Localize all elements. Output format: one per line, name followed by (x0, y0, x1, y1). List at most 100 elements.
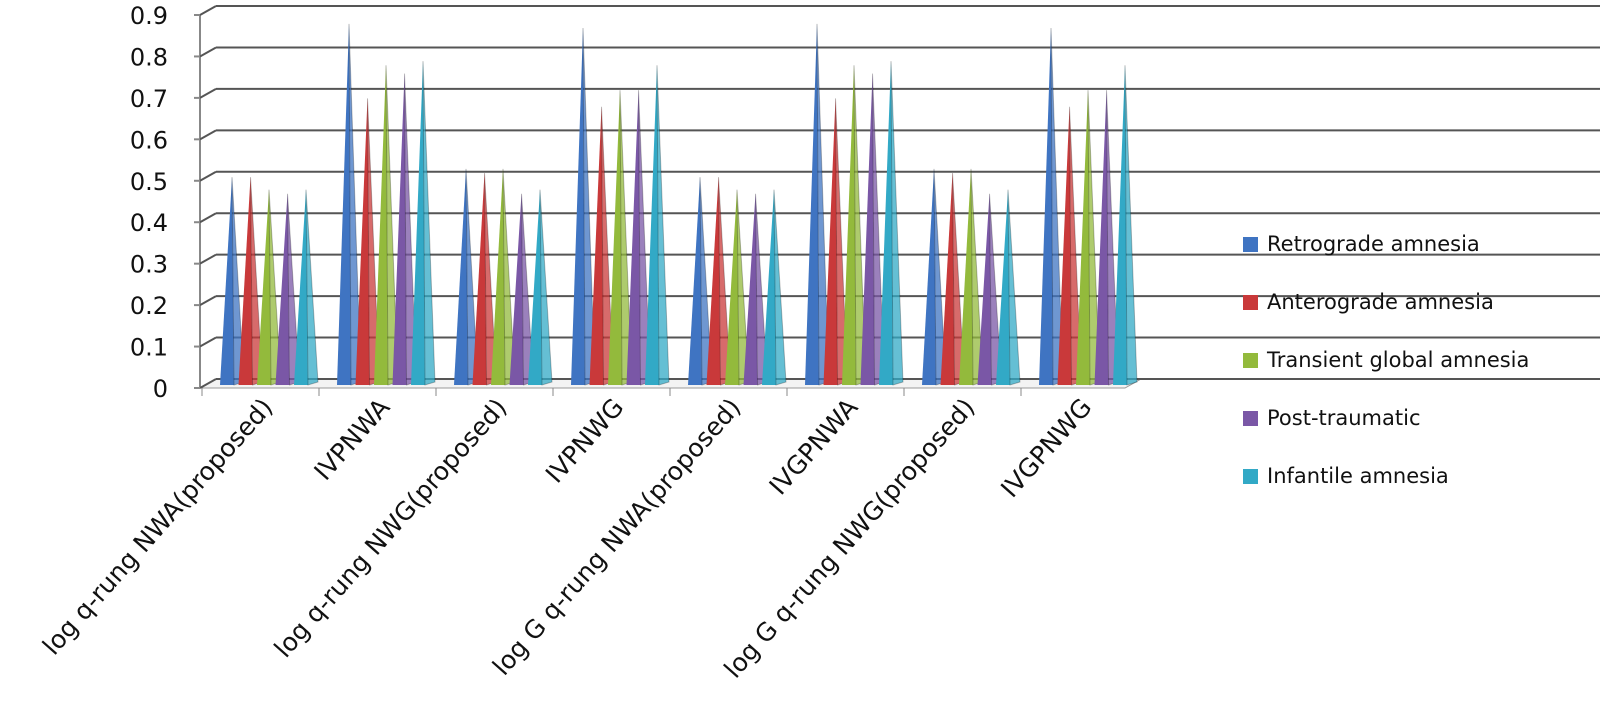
bar-face (1113, 65, 1127, 386)
bar (706, 177, 732, 386)
bar (922, 168, 947, 386)
x-tick-label: log q-rung NWA(proposed) (37, 393, 279, 661)
bar-face (940, 173, 955, 385)
legend-swatch (1243, 468, 1258, 484)
bar (1057, 106, 1083, 386)
legend-swatch (1243, 236, 1258, 252)
bar (940, 173, 966, 386)
bar (1039, 27, 1064, 386)
bar-face (294, 189, 308, 385)
bar-face (392, 73, 407, 386)
y-tick-label: 0.5 (130, 168, 168, 196)
bar (823, 98, 849, 386)
legend-label: Transient global amnesia (1267, 348, 1530, 372)
bar-face (1094, 90, 1109, 386)
gridline-slant (199, 336, 217, 348)
x-tick-label: IVGPNWA (764, 393, 864, 501)
bar (454, 168, 479, 386)
bar (589, 106, 615, 386)
bar-side (1124, 65, 1138, 386)
bar-face (959, 168, 973, 385)
bar-face (257, 189, 271, 385)
y-tick-label: 0.1 (130, 334, 168, 362)
y-tick-label: 0.3 (130, 251, 168, 279)
bar-face (528, 189, 542, 385)
bar-face (762, 189, 776, 385)
legend-label: Infantile amnesia (1267, 464, 1449, 488)
legend-label: Retrograde amnesia (1267, 232, 1480, 256)
gridline-slant (199, 253, 217, 265)
y-tick-label: 0.2 (130, 292, 168, 320)
bar-face (238, 177, 253, 385)
gridline-slant (199, 378, 217, 389)
gridline-slant (199, 129, 217, 141)
legend-item: Anterograde amnesia (1243, 273, 1529, 331)
bars (220, 23, 1138, 386)
bar-face (743, 193, 758, 385)
x-tick-label: log G q-rung NWG(proposed) (718, 393, 980, 684)
bar-face (626, 90, 641, 386)
bar (491, 168, 516, 386)
gridline-slant (199, 295, 217, 306)
bar-face (706, 177, 721, 385)
gridline-slant (199, 212, 217, 224)
bar-face (472, 173, 487, 385)
bar-face (879, 61, 893, 386)
legend-item: Post-traumatic (1243, 389, 1529, 447)
bar-face (823, 98, 838, 385)
bar-side (1007, 189, 1021, 386)
bar-face (337, 23, 351, 385)
bar-side (539, 189, 553, 386)
bar-side (305, 189, 319, 386)
x-tick-label: log G q-rung NWA(proposed) (487, 393, 747, 681)
bar (725, 189, 750, 386)
bar-face (922, 168, 936, 385)
gridline-slant (199, 5, 217, 16)
bar (1113, 65, 1138, 386)
bar-face (220, 177, 234, 385)
bar-side (773, 189, 787, 386)
bar-face (491, 168, 505, 385)
bar-side (656, 65, 670, 386)
bar-face (805, 23, 819, 385)
bar (743, 193, 769, 386)
bar (762, 189, 787, 386)
bar-face (355, 98, 370, 385)
gridline-slant (199, 88, 217, 99)
gridline-slant (199, 170, 217, 182)
bar (805, 23, 830, 386)
bar-face (608, 90, 622, 386)
bar-face (842, 65, 856, 386)
bar-face (509, 193, 524, 385)
bar-face (374, 65, 388, 386)
bar (392, 73, 418, 386)
legend-item: Retrograde amnesia (1243, 215, 1529, 273)
bar-face (1039, 27, 1053, 385)
x-tick-label: IVPNWG (540, 393, 630, 489)
y-tick-label: 0.6 (130, 126, 168, 154)
gridline-slant (199, 46, 217, 58)
bar (257, 189, 282, 386)
legend-item: Infantile amnesia (1243, 447, 1529, 505)
bar (879, 61, 904, 386)
bar-face (275, 193, 290, 385)
bar (238, 177, 264, 386)
bar-face (589, 106, 604, 385)
legend-swatch (1243, 410, 1258, 426)
bar-side (422, 61, 436, 386)
bar (411, 61, 436, 386)
bar-face (725, 189, 739, 385)
bar (528, 189, 553, 386)
y-tick-label: 0.9 (130, 2, 168, 30)
bar-face (571, 27, 585, 385)
bar-face (996, 189, 1010, 385)
bar-face (977, 193, 992, 385)
bar (374, 65, 399, 386)
bar (220, 177, 245, 386)
bar (959, 168, 984, 386)
legend-swatch (1243, 352, 1258, 368)
bar (688, 177, 713, 386)
bar-side (890, 61, 904, 386)
